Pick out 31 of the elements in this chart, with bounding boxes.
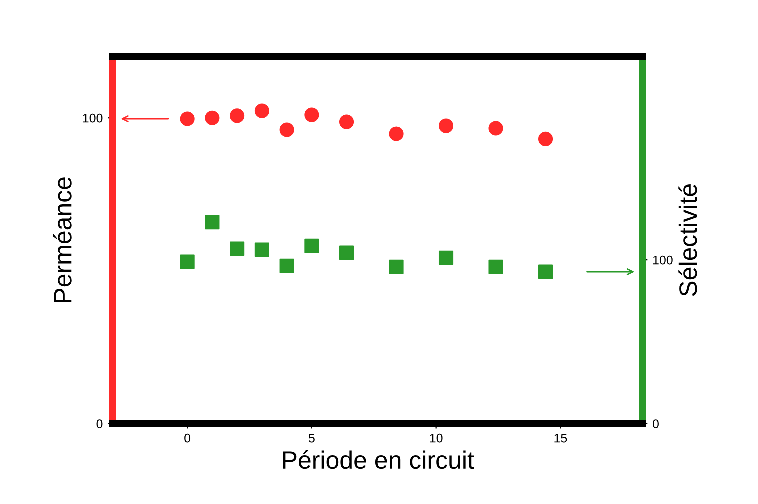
x-tick-label: 0 [184, 434, 191, 443]
x-axis-title: Période en circuit [283, 450, 474, 470]
point [538, 264, 554, 280]
point [205, 110, 220, 126]
point [280, 258, 294, 274]
point [389, 260, 404, 274]
y-axis-title: Perméance [53, 178, 72, 302]
point [280, 122, 294, 138]
point [438, 118, 454, 134]
point [230, 242, 245, 256]
point [205, 215, 220, 230]
point [304, 108, 320, 122]
point [339, 114, 354, 130]
point [488, 260, 504, 274]
point [538, 132, 554, 146]
point [254, 104, 270, 118]
point [488, 121, 504, 136]
x-tick-label: 5 [308, 434, 315, 443]
point [230, 108, 245, 124]
point [304, 238, 320, 254]
x-tick-label: 15 [554, 434, 568, 443]
y2-tick-label: 100 [653, 256, 673, 265]
point [180, 254, 195, 270]
point [438, 250, 454, 266]
point [339, 246, 354, 260]
y2-tick-label: 0 [652, 420, 659, 429]
point [389, 126, 404, 142]
y2-axis-title: Sélectivité [678, 184, 698, 296]
x-tick-label: 10 [430, 434, 443, 443]
point [254, 242, 270, 258]
point [180, 112, 195, 126]
